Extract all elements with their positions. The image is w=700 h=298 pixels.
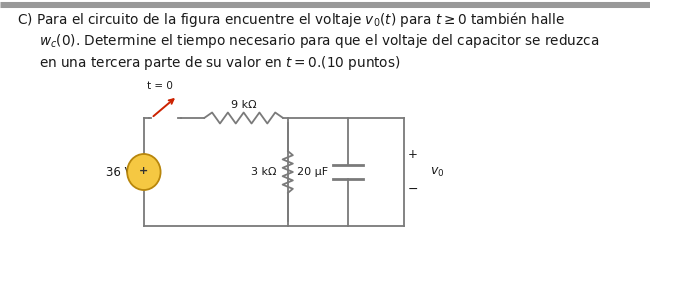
Text: $w_c(0)$. Determine el tiempo necesario para que el voltaje del capacitor se red: $w_c(0)$. Determine el tiempo necesario … (39, 32, 599, 50)
Text: +: + (408, 148, 418, 162)
Text: t = 0: t = 0 (147, 81, 172, 91)
Text: 9 kΩ: 9 kΩ (231, 100, 256, 110)
Text: 20 μF: 20 μF (297, 167, 328, 177)
Text: 3 kΩ: 3 kΩ (251, 167, 276, 177)
Text: 36 V: 36 V (106, 165, 133, 179)
Text: en una tercera parte de su valor en $t = 0$.(10 puntos): en una tercera parte de su valor en $t =… (39, 54, 400, 72)
Circle shape (127, 154, 160, 190)
Text: −: − (408, 182, 419, 195)
Text: C) Para el circuito de la figura encuentre el voltaje $v_0(t)$ para $t \geq 0$ t: C) Para el circuito de la figura encuent… (17, 10, 565, 29)
Text: +: + (139, 166, 148, 176)
Text: $v_0$: $v_0$ (430, 165, 444, 179)
